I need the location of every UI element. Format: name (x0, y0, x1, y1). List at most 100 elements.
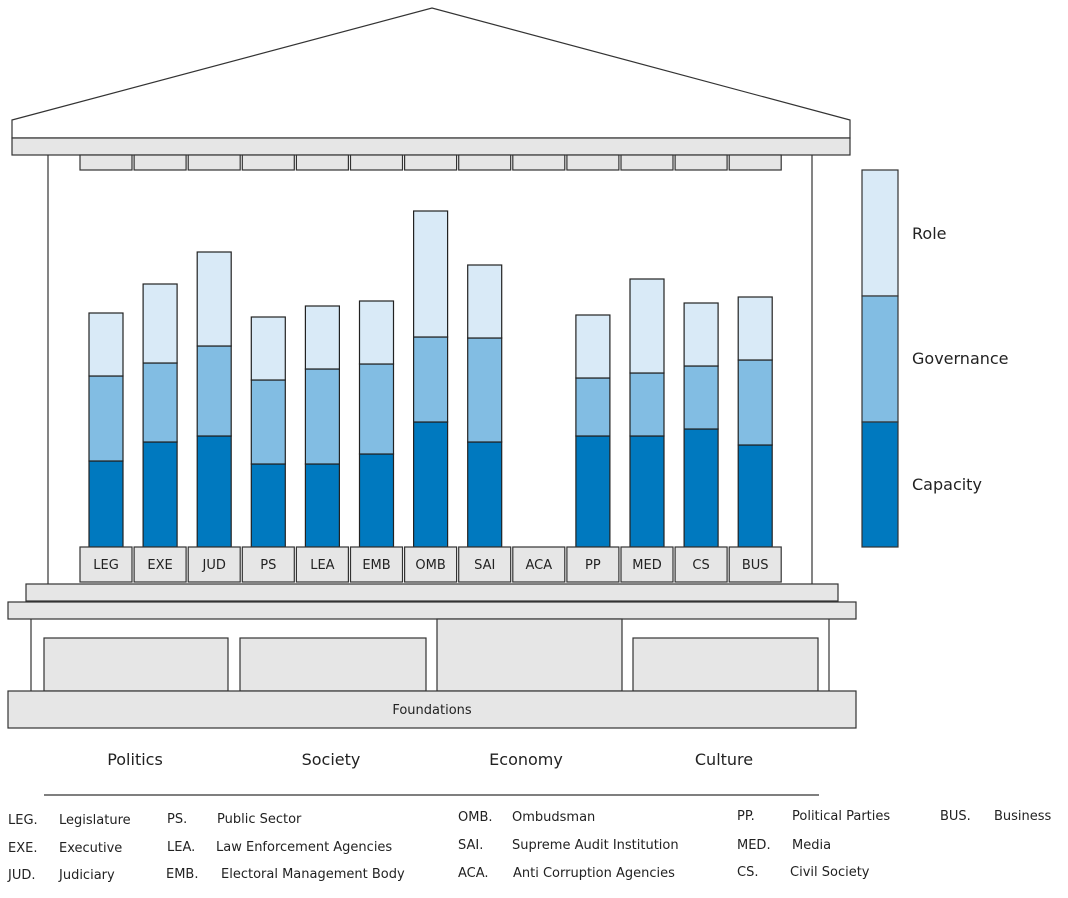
column-base-lea (295, 546, 349, 583)
base-label-culture: Culture (695, 750, 753, 769)
bar-jud-governance (196, 345, 232, 437)
column-label-med: MED (632, 558, 661, 573)
base-label-economy: Economy (489, 750, 563, 769)
bar-emb-governance (358, 363, 395, 455)
frieze-block-emb (349, 154, 404, 171)
base-label-politics: Politics (107, 750, 163, 769)
abbreviation-name: Supreme Audit Institution (512, 838, 679, 853)
column-base-omb (404, 546, 458, 583)
abbreviation-name: Law Enforcement Agencies (216, 840, 393, 855)
abbreviation-code: OMB. (458, 810, 493, 825)
abbreviation-name: Anti Corruption Agencies (513, 866, 675, 881)
column-base-leg (79, 546, 133, 583)
foundation-block-economy (436, 618, 623, 692)
bar-med-capacity (629, 435, 665, 548)
stylobate-upper (25, 583, 839, 602)
column-base-med (620, 546, 674, 583)
bars (88, 210, 773, 548)
bar-sai-governance (467, 337, 503, 443)
column-base-exe (133, 546, 187, 583)
frieze-block-lea (295, 154, 349, 171)
column-label-lea: LEA (310, 558, 334, 573)
abbreviation-code: ACA. (458, 866, 489, 881)
abbreviation-code: PP. (737, 809, 755, 824)
foundations-band (7, 690, 857, 729)
bar-bus-governance (737, 359, 773, 446)
legend: Role Governance Capacity (861, 169, 1009, 548)
bar-pp-capacity (575, 435, 611, 548)
bar-med-role (629, 278, 665, 374)
foundation-block-politics (43, 637, 229, 692)
bar-omb-governance (413, 336, 449, 423)
bar-emb-role (358, 300, 395, 365)
abbreviation-name: Judiciary (59, 868, 115, 883)
bar-ps-governance (250, 379, 286, 465)
column-label-exe: EXE (147, 558, 172, 573)
abbreviation-name: Media (792, 838, 832, 853)
column-base-bus (728, 546, 782, 583)
foundation-block-society (239, 637, 427, 692)
abbreviation-name: Ombudsman (512, 810, 596, 825)
bar-exe-governance (142, 362, 178, 443)
bar-med-governance (629, 372, 665, 437)
bar-leg-role (88, 312, 124, 377)
abbreviation-code: BUS. (940, 809, 971, 824)
bar-pp-governance (575, 377, 611, 437)
frieze-block-leg (79, 154, 133, 171)
column-label-sai: SAI (474, 558, 495, 573)
bar-ps-capacity (250, 463, 286, 548)
abbreviation-name: Legislature (59, 813, 131, 828)
frieze-block-bus (728, 154, 782, 171)
foundation-block-culture (632, 637, 819, 692)
abbreviation-code: MED. (737, 838, 771, 853)
frieze-block-jud (187, 154, 241, 171)
bar-bus-capacity (737, 444, 773, 548)
frieze-block-sai (458, 154, 512, 171)
temple-roof (11, 7, 851, 139)
bar-omb-role (413, 210, 449, 338)
legend-label-role: Role (912, 224, 946, 243)
abbreviation-name: Electoral Management Body (221, 867, 405, 882)
bar-jud-role (196, 251, 232, 347)
bar-leg-governance (88, 375, 124, 462)
roof-band (11, 137, 851, 156)
frieze-block-exe (133, 154, 187, 171)
bar-exe-capacity (142, 441, 178, 548)
bar-sai-role (467, 264, 503, 339)
column-base-jud (187, 546, 241, 583)
column-label-bus: BUS (742, 558, 769, 573)
legend-label-governance: Governance (912, 349, 1009, 368)
bar-exe-role (142, 283, 178, 364)
frieze (79, 154, 782, 171)
abbreviation-code: CS. (737, 865, 759, 880)
abbreviation-code: EMB. (166, 867, 199, 882)
stylobate-lower (7, 601, 857, 620)
frieze-block-aca (512, 154, 566, 171)
frieze-block-pp (566, 154, 620, 171)
frieze-block-ps (241, 154, 295, 171)
column-base-pp (566, 546, 620, 583)
frieze-block-med (620, 154, 674, 171)
bar-cs-governance (683, 365, 719, 430)
column-base-sai (458, 546, 512, 583)
frieze-block-omb (404, 154, 458, 171)
bar-emb-capacity (358, 453, 395, 548)
bar-bus-role (737, 296, 773, 361)
column-label-cs: CS (692, 558, 709, 573)
bar-leg-capacity (88, 460, 124, 548)
abbreviation-code: LEA. (167, 840, 196, 855)
bar-cs-role (683, 302, 719, 367)
abbreviation-name: Executive (59, 841, 123, 856)
column-base-aca (512, 546, 566, 583)
abbreviation-name: Public Sector (217, 812, 302, 827)
abbreviation-name: Civil Society (790, 865, 870, 880)
bar-ps-role (250, 316, 286, 381)
legend-label-capacity: Capacity (912, 475, 982, 494)
column-label-pp: PP (585, 558, 601, 573)
column-base-emb (349, 546, 404, 583)
legend-swatch-capacity (861, 421, 899, 548)
bar-sai-capacity (467, 441, 503, 548)
column-label-ps: PS (260, 558, 276, 573)
legend-swatch-governance (861, 295, 899, 423)
